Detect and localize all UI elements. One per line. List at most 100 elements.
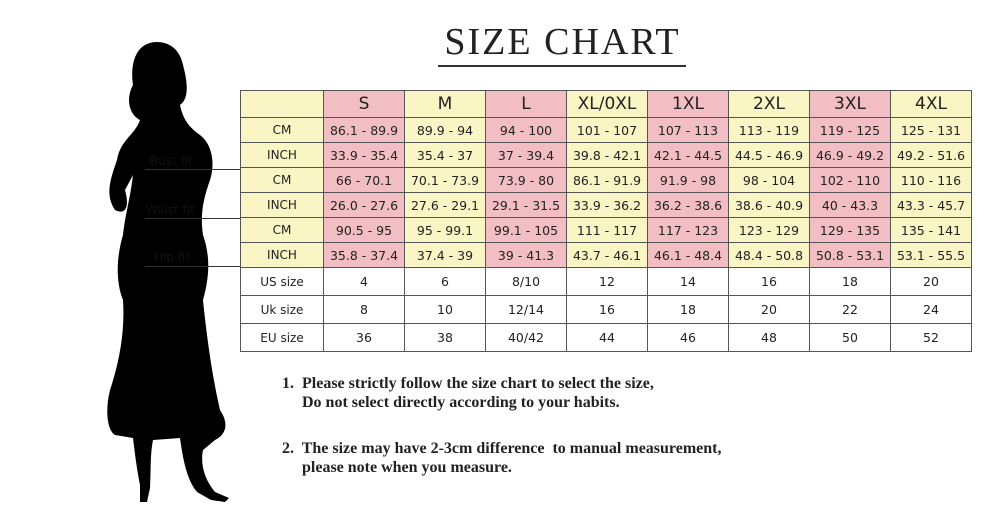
table-row: Uk size 8 10 12/14 16 18 20 22 24 xyxy=(240,295,972,324)
table-cell: 89.9 - 94 xyxy=(404,117,486,143)
table-cell: 107 - 113 xyxy=(647,117,729,143)
header-corner xyxy=(240,90,324,118)
row-label: US size xyxy=(240,267,324,296)
bust-fit-line xyxy=(145,169,240,170)
table-cell: 12/14 xyxy=(485,295,567,324)
table-cell: 110 - 116 xyxy=(890,167,972,193)
table-cell: 86.1 - 91.9 xyxy=(566,167,648,193)
table-cell: 36.2 - 38.6 xyxy=(647,192,729,218)
size-header: L xyxy=(485,90,567,118)
table-cell: 6 xyxy=(404,267,486,296)
table-cell: 24 xyxy=(890,295,972,324)
table-cell: 37 - 39.4 xyxy=(485,142,567,168)
row-label: INCH xyxy=(240,192,324,218)
size-header: S xyxy=(323,90,405,118)
table-row: INCH 35.8 - 37.4 37.4 - 39 39 - 41.3 43.7 - … xyxy=(240,242,972,268)
table-cell: 123 - 129 xyxy=(728,217,810,243)
table-cell: 50 xyxy=(809,323,891,352)
table-cell: 20 xyxy=(890,267,972,296)
table-cell: 44.5 - 46.9 xyxy=(728,142,810,168)
row-label: EU size xyxy=(240,323,324,352)
table-cell: 36 xyxy=(323,323,405,352)
table-row: CM 66 - 70.1 70.1 - 73.9 73.9 - 80 86.1 - 91… xyxy=(240,167,972,193)
table-cell: 46.9 - 49.2 xyxy=(809,142,891,168)
row-label: CM xyxy=(240,167,324,193)
table-cell: 43.3 - 45.7 xyxy=(890,192,972,218)
size-header: 4XL xyxy=(890,90,972,118)
table-cell: 18 xyxy=(647,295,729,324)
table-cell: 53.1 - 55.5 xyxy=(890,242,972,268)
header-row: S M L XL/0XL 1XL 2XL 3XL 4XL xyxy=(240,90,972,118)
table-cell: 4 xyxy=(323,267,405,296)
table-cell: 46.1 - 48.4 xyxy=(647,242,729,268)
table-cell: 37.4 - 39 xyxy=(404,242,486,268)
table-cell: 39 - 41.3 xyxy=(485,242,567,268)
table-cell: 39.8 - 42.1 xyxy=(566,142,648,168)
size-header: 1XL xyxy=(647,90,729,118)
table-row: CM 86.1 - 89.9 89.9 - 94 94 - 100 101 - 107 1… xyxy=(240,117,972,143)
table-cell: 101 - 107 xyxy=(566,117,648,143)
table-cell: 48 xyxy=(728,323,810,352)
size-header: 2XL xyxy=(728,90,810,118)
table-cell: 119 - 125 xyxy=(809,117,891,143)
table-cell: 29.1 - 31.5 xyxy=(485,192,567,218)
table-cell: 40 - 43.3 xyxy=(809,192,891,218)
table-cell: 8/10 xyxy=(485,267,567,296)
table-cell: 129 - 135 xyxy=(809,217,891,243)
table-cell: 66 - 70.1 xyxy=(323,167,405,193)
table-cell: 16 xyxy=(728,267,810,296)
table-cell: 40/42 xyxy=(485,323,567,352)
table-cell: 91.9 - 98 xyxy=(647,167,729,193)
waist-fit-label: Waist fit xyxy=(146,203,195,217)
size-chart-table: S M L XL/0XL 1XL 2XL 3XL 4XL CM 86.1 - 89.9 89.9 -… xyxy=(240,90,972,352)
table-cell: 125 - 131 xyxy=(890,117,972,143)
table-cell: 18 xyxy=(809,267,891,296)
row-label: CM xyxy=(240,117,324,143)
table-cell: 86.1 - 89.9 xyxy=(323,117,405,143)
table-cell: 46 xyxy=(647,323,729,352)
table-cell: 113 - 119 xyxy=(728,117,810,143)
table-cell: 102 - 110 xyxy=(809,167,891,193)
row-label: Uk size xyxy=(240,295,324,324)
table-cell: 14 xyxy=(647,267,729,296)
table-row: INCH 26.0 - 27.6 27.6 - 29.1 29.1 - 31.5 33.… xyxy=(240,192,972,218)
size-header: 3XL xyxy=(809,90,891,118)
waist-fit-line xyxy=(145,218,240,219)
table-cell: 135 - 141 xyxy=(890,217,972,243)
table-cell: 43.7 - 46.1 xyxy=(566,242,648,268)
table-cell: 22 xyxy=(809,295,891,324)
table-cell: 95 - 99.1 xyxy=(404,217,486,243)
table-cell: 33.9 - 36.2 xyxy=(566,192,648,218)
row-label: CM xyxy=(240,217,324,243)
title-underline xyxy=(438,65,686,67)
row-label: INCH xyxy=(240,242,324,268)
table-cell: 99.1 - 105 xyxy=(485,217,567,243)
hip-fit-line xyxy=(145,266,240,267)
table-cell: 111 - 117 xyxy=(566,217,648,243)
size-header: XL/0XL xyxy=(566,90,648,118)
table-cell: 117 - 123 xyxy=(647,217,729,243)
bust-fit-label: Bust fit xyxy=(150,154,193,168)
table-cell: 48.4 - 50.8 xyxy=(728,242,810,268)
table-cell: 70.1 - 73.9 xyxy=(404,167,486,193)
table-cell: 44 xyxy=(566,323,648,352)
table-cell: 42.1 - 44.5 xyxy=(647,142,729,168)
note-1: 1. Please strictly follow the size chart… xyxy=(282,375,654,411)
table-cell: 35.8 - 37.4 xyxy=(323,242,405,268)
woman-silhouette-icon xyxy=(107,42,229,502)
table-cell: 10 xyxy=(404,295,486,324)
table-cell: 12 xyxy=(566,267,648,296)
table-cell: 52 xyxy=(890,323,972,352)
table-cell: 50.8 - 53.1 xyxy=(809,242,891,268)
size-header: M xyxy=(404,90,486,118)
table-cell: 98 - 104 xyxy=(728,167,810,193)
table-cell: 33.9 - 35.4 xyxy=(323,142,405,168)
table-cell: 27.6 - 29.1 xyxy=(404,192,486,218)
table-cell: 16 xyxy=(566,295,648,324)
row-label: INCH xyxy=(240,142,324,168)
table-cell: 73.9 - 80 xyxy=(485,167,567,193)
note-2: 2. The size may have 2-3cm difference to… xyxy=(282,440,722,476)
table-cell: 20 xyxy=(728,295,810,324)
hip-fit-label: Hip fit xyxy=(154,250,191,264)
table-cell: 38.6 - 40.9 xyxy=(728,192,810,218)
